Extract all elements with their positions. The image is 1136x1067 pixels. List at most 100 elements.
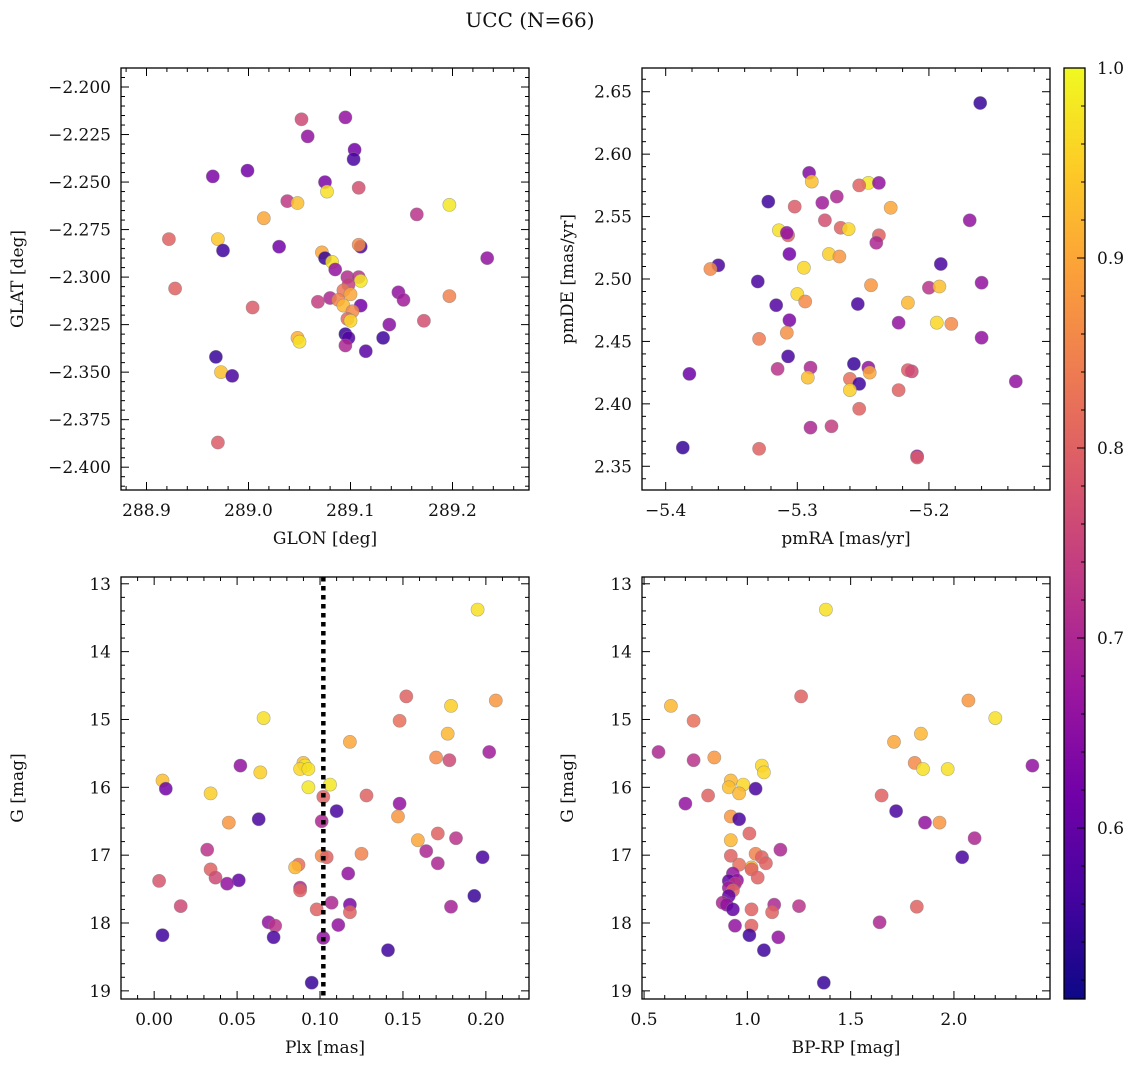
y-tick-label: 2.65 (594, 83, 632, 103)
data-point (818, 213, 832, 228)
data-point (155, 928, 170, 943)
x-tick-label: 289.0 (224, 501, 273, 521)
data-point (732, 812, 746, 827)
data-point (843, 383, 857, 397)
data-point (353, 273, 368, 288)
data-point (933, 257, 948, 271)
data-point (391, 809, 405, 824)
panel-plx-g: 0.00 0.05 0.10 0.15 0.20 13 14 15 16 17 18 19 Plx [m… (8, 575, 530, 1058)
data-point (310, 294, 325, 309)
data-point (816, 975, 831, 990)
data-point (918, 815, 932, 830)
y-tick-label: 17 (610, 846, 632, 866)
data-point (803, 420, 818, 435)
data-point (686, 753, 701, 768)
axes-frame (641, 576, 1051, 1000)
data-point (869, 235, 884, 250)
y-tick-label: 17 (89, 846, 111, 866)
y-tick-label: 2.45 (594, 332, 632, 352)
x-tick-label: 289.2 (428, 501, 477, 521)
data-point (759, 856, 773, 871)
data-point (773, 842, 788, 857)
data-point (475, 850, 490, 865)
data-point (752, 331, 766, 346)
data-point (864, 278, 878, 293)
data-point (781, 349, 795, 364)
data-point (440, 726, 455, 741)
y-tick-label: 2.35 (594, 457, 632, 477)
data-point (955, 850, 970, 865)
data-point (342, 735, 357, 749)
data-point (1025, 758, 1040, 773)
y-tick-label: 2.40 (594, 395, 632, 415)
data-point (883, 200, 898, 215)
y-tick-label: −2.250 (48, 173, 111, 193)
data-point (916, 762, 930, 776)
data-point (256, 211, 271, 226)
data-point (792, 899, 806, 913)
data-point (874, 788, 889, 803)
data-point (319, 850, 334, 865)
data-point (158, 781, 173, 796)
y-tick-label: −2.375 (48, 411, 111, 431)
data-point (288, 860, 302, 875)
data-point (974, 330, 989, 345)
data-point (467, 889, 482, 903)
data-point (797, 260, 811, 275)
y-tick-label: −2.225 (48, 126, 111, 146)
data-point (329, 804, 344, 818)
x-tick-label: 2.0 (940, 1010, 967, 1030)
data-point (419, 844, 434, 858)
x-tick-label: 0.5 (631, 1010, 658, 1030)
data-point (444, 899, 458, 914)
data-point (703, 262, 718, 276)
data-point (800, 370, 815, 385)
colorbar-tick-label: 1.0 (1097, 59, 1124, 79)
data-point (723, 848, 738, 863)
data-point (769, 298, 784, 313)
x-axis-label: BP-RP [mag] (792, 1038, 901, 1058)
data-point (152, 874, 166, 888)
data-point (872, 915, 887, 930)
data-point (338, 338, 353, 353)
data-point (220, 876, 234, 891)
data-point (678, 796, 693, 811)
data-point (358, 344, 373, 359)
data-point (399, 689, 414, 704)
data-point (761, 194, 776, 209)
x-tick-label: 0.00 (135, 1010, 173, 1030)
data-point (293, 883, 307, 898)
x-axis-label: pmRA [mas/yr] (781, 529, 910, 549)
data-point (410, 833, 425, 848)
data-point (988, 711, 1003, 725)
y-tick-label: 14 (89, 643, 111, 663)
data-point (887, 735, 901, 749)
data-point (765, 905, 779, 920)
y-tick-label: −2.350 (48, 363, 111, 383)
data-point (216, 243, 230, 258)
data-point (779, 225, 794, 240)
y-tick-label: −2.325 (48, 316, 111, 336)
data-point (675, 440, 690, 455)
colorbar-tick-label: 0.9 (1097, 249, 1124, 269)
data-point (904, 364, 919, 379)
data-point (225, 368, 240, 383)
x-tick-label: −5.3 (777, 501, 818, 521)
y-tick-label: 13 (89, 575, 111, 595)
data-point (782, 313, 797, 328)
data-point (891, 315, 906, 330)
y-tick-label: 2.50 (594, 270, 632, 290)
data-point (889, 804, 903, 818)
y-tick-label: 18 (89, 914, 111, 934)
figure-title: UCC (N=66) (465, 8, 594, 32)
data-point (449, 831, 463, 846)
y-axis-label: G [mag] (8, 753, 28, 822)
y-tick-label: 15 (610, 710, 632, 730)
x-tick-label: 289.1 (326, 501, 375, 521)
data-point (841, 222, 856, 236)
data-point (328, 262, 343, 277)
x-axis-label: Plx [mas] (285, 1038, 365, 1058)
data-point (470, 602, 485, 617)
data-point (442, 289, 457, 303)
data-point (787, 199, 802, 214)
